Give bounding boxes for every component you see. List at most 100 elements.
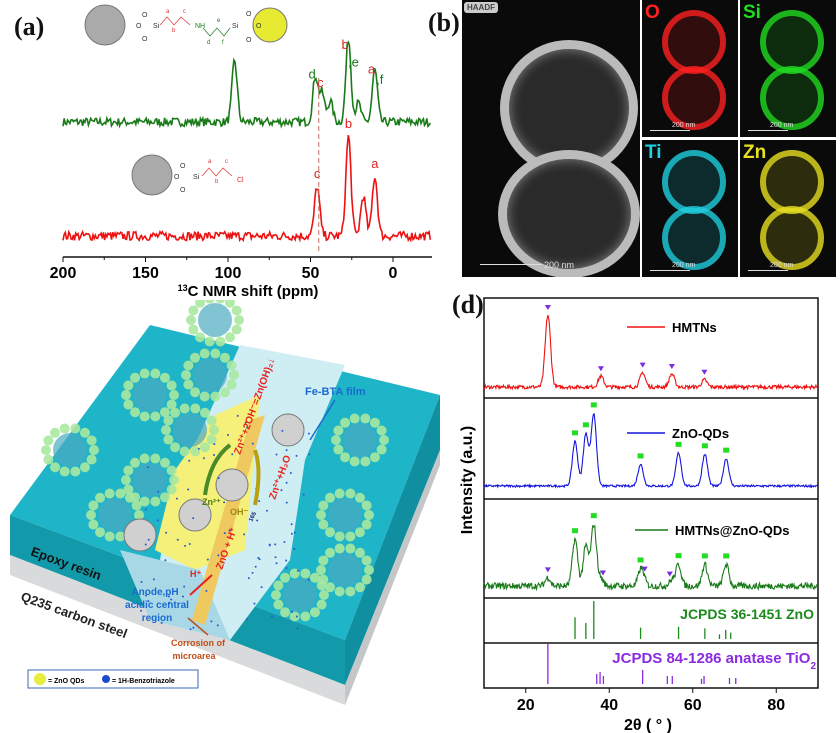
zno-qd (219, 387, 230, 398)
zno-qd (43, 435, 54, 446)
peak-label: c (317, 75, 324, 90)
zno-qd (345, 543, 356, 554)
atom-label: O (180, 163, 186, 170)
zno-qd (88, 500, 99, 511)
zno-qd (95, 492, 106, 503)
bta-molecule (285, 449, 288, 452)
zno-qd (273, 580, 284, 591)
xrd-series-line (483, 524, 818, 592)
zno-qd (316, 599, 327, 610)
zno-qd (159, 372, 170, 383)
zno-marker (723, 447, 730, 453)
zno-marker (723, 553, 730, 559)
zno-qd (229, 370, 239, 380)
atom-label: O (256, 23, 262, 30)
zno-qd (364, 510, 374, 520)
zno-qd (123, 380, 134, 391)
bta-molecule (187, 488, 190, 491)
bta-molecule (213, 443, 216, 446)
zno-qd (150, 496, 161, 507)
zno-qd (70, 423, 81, 434)
eds-map-si: Si 200 nm (740, 0, 836, 137)
panel-label-b: (b) (428, 8, 460, 37)
zno-qd (179, 403, 190, 414)
carbon-label: f (222, 40, 224, 46)
zno-qd (364, 565, 374, 575)
peak-label: b (345, 116, 352, 131)
zno-qd (354, 492, 365, 503)
zno-qd (345, 531, 356, 542)
bta-molecule (202, 457, 205, 460)
arrow-zn (203, 443, 232, 496)
zno-qd (131, 500, 142, 511)
x-axis-label-text: C NMR shift (ppm) (188, 283, 319, 300)
zno-qd (360, 413, 371, 424)
zno-qd (309, 607, 320, 618)
zno-qd-icon (34, 673, 46, 685)
anatase-marker (597, 366, 604, 372)
arrow-fe-bta (309, 399, 336, 441)
zno-qd (159, 457, 170, 468)
bta-molecule (226, 433, 229, 436)
panel-label-d: (d) (452, 290, 484, 319)
reference-sub: 2 (810, 661, 816, 672)
atom-label: O (180, 187, 186, 194)
zno-qd (280, 572, 291, 583)
zno-qd (376, 425, 387, 436)
x-axis-label: 2θ ( ° ) (624, 717, 672, 733)
bta-molecule (293, 547, 296, 550)
zno-qd (219, 352, 230, 363)
bta-molecule (147, 538, 150, 541)
atom-label: O (246, 11, 252, 18)
zno-qd (104, 531, 115, 542)
x-tick-label: 50 (302, 265, 320, 282)
hmtn-core (173, 413, 207, 447)
anatase-marker (641, 566, 648, 572)
zno-qd (361, 500, 372, 511)
scale-label: 200 nm (770, 262, 794, 269)
zno-qd (123, 484, 134, 495)
element-label: Zn (743, 142, 767, 163)
zno-qd (316, 510, 326, 521)
hollow-sphere (215, 468, 249, 502)
zno-qd (86, 454, 97, 465)
bta-molecule (254, 565, 257, 568)
zno-marker (701, 443, 708, 449)
atom-label: NH (195, 23, 205, 30)
zno-qd (325, 492, 336, 503)
bta-molecule (289, 472, 292, 475)
peak-label: a (371, 156, 379, 171)
bta-molecule (290, 532, 293, 535)
hollow-sphere (178, 498, 212, 532)
x-axis-label-sup: 13 (178, 283, 188, 293)
zno-qd (215, 300, 226, 304)
zno-qd (319, 590, 329, 600)
zno-qd (361, 519, 372, 530)
hmtn-core (343, 423, 377, 457)
bta-molecule (140, 580, 143, 583)
zno-qd (134, 510, 144, 520)
nmr-series-line (62, 40, 432, 129)
bta-molecule (285, 481, 288, 484)
bta-molecule (160, 621, 163, 624)
zno-qd (334, 488, 345, 499)
zno-qd (123, 399, 134, 410)
zno-qd (360, 456, 371, 467)
zno-qd (349, 456, 360, 467)
zno-qd (41, 445, 51, 456)
zno-marker (590, 402, 597, 408)
zno-qd (210, 348, 221, 359)
zno-qd (139, 411, 150, 422)
x-tick-label: 100 (215, 265, 242, 282)
zno-marker (675, 441, 682, 447)
zno-qd (159, 407, 170, 418)
anatase-marker (599, 570, 606, 576)
zno-qd (150, 411, 161, 422)
zno-qd (345, 586, 356, 597)
zno-qd (210, 391, 221, 402)
zno-qd (190, 387, 201, 398)
atom-label: O (142, 12, 148, 19)
hmtn-core (133, 378, 167, 412)
zno-qd (115, 531, 126, 542)
bta-molecule (295, 615, 298, 618)
